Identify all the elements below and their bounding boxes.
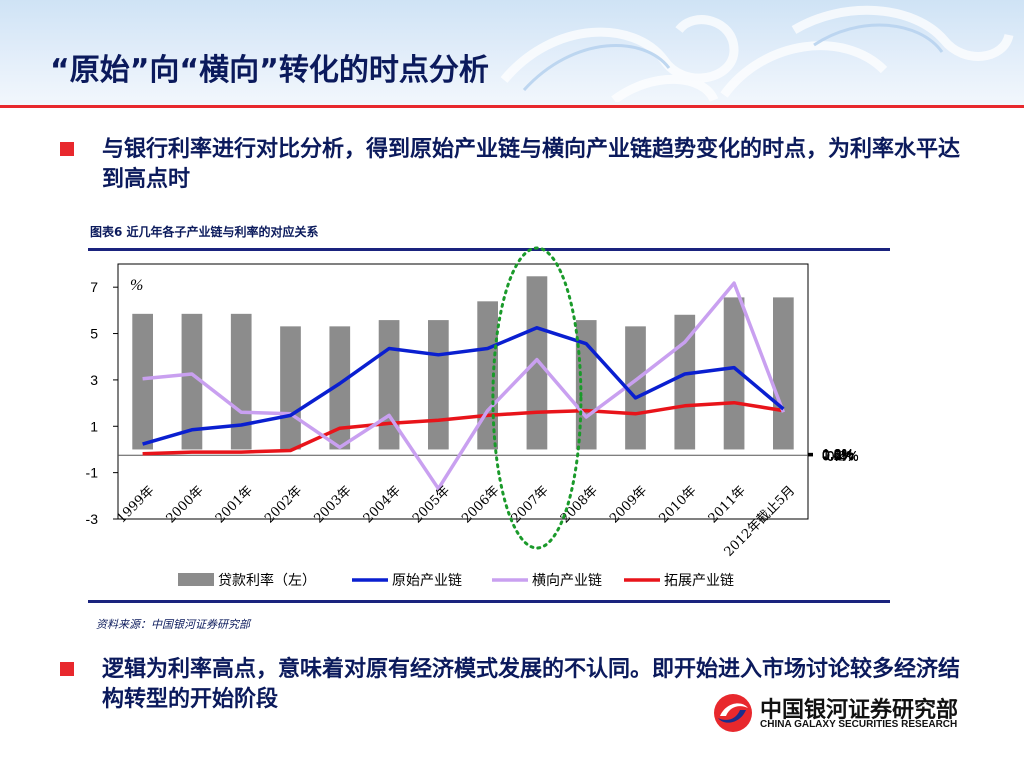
- x-axis-label: 2004年: [361, 483, 404, 526]
- right-axis-tick-label: 0.4%: [822, 447, 854, 463]
- page-title: “原始”向“横向”转化的时点分析: [50, 53, 489, 88]
- series-line-extension: [142, 400, 784, 456]
- bar-loan-rate: [526, 276, 548, 450]
- bar-loan-rate: [378, 320, 400, 450]
- bullet-text: 逻辑为利率高点，意味着对原有经济模式发展的不认同。即开始进入市场讨论较多经济结构…: [102, 657, 961, 712]
- x-axis-label: 2003年: [311, 483, 354, 526]
- right-axis-tick-label: 0.0%: [822, 447, 854, 463]
- x-axis-label: 2006年: [459, 483, 502, 526]
- bullet-marker: [60, 142, 74, 156]
- right-axis-tick-label: 1.0%: [822, 446, 854, 462]
- series-line-original: [142, 326, 785, 446]
- bar-loan-rate: [723, 297, 745, 450]
- left-axis-tick-label: 3: [90, 372, 98, 388]
- left-axis-tick-label: 5: [90, 326, 98, 342]
- plot-area-frame: [117, 263, 809, 520]
- brand-name-cn: 中国银河证券研究部: [760, 698, 959, 723]
- legend-swatch-bar: [178, 573, 214, 586]
- bar-loan-rate: [773, 297, 794, 450]
- series-line-horizontal: [142, 281, 786, 491]
- x-axis-label: 1999年: [114, 483, 157, 526]
- bar-loan-rate: [230, 313, 252, 450]
- bar-loan-rate: [329, 326, 351, 450]
- bullet-2: 逻辑为利率高点，意味着对原有经济模式发展的不认同。即开始进入市场讨论较多经济结构…: [60, 655, 960, 715]
- galaxy-logo-icon: [714, 694, 752, 732]
- left-axis-tick-label: 7: [90, 279, 98, 295]
- brand-name-en: CHINA GALAXY SECURITIES RESEARCH: [760, 719, 958, 730]
- left-axis-tick-label: 1: [90, 418, 98, 434]
- bullet-1: 与银行利率进行对比分析，得到原始产业链与横向产业链趋势变化的时点，为利率水平达到…: [60, 135, 970, 195]
- highlight-ellipse: [491, 246, 583, 550]
- legend-label: 横向产业链: [532, 573, 602, 589]
- x-axis-label: 2005年: [410, 483, 453, 526]
- right-axis-tick-label: 0.6%: [822, 446, 854, 462]
- legend-label: 贷款利率（左）: [218, 572, 316, 589]
- cloud-pattern-decoration: [500, 5, 1014, 102]
- brand-logo: 中国银河证券研究部 CHINA GALAXY SECURITIES RESEAR…: [712, 690, 1012, 740]
- legend-label: 拓展产业链: [664, 573, 734, 589]
- x-axis-label: 2001年: [213, 483, 256, 526]
- unit-label: %: [130, 277, 143, 294]
- bar-loan-rate: [428, 320, 449, 450]
- x-axis-label: 2009年: [607, 483, 650, 526]
- figure-bottom-rule: [88, 600, 890, 603]
- bar-loan-rate: [674, 314, 696, 450]
- bar-loan-rate: [575, 320, 597, 450]
- left-axis-tick-label: -3: [86, 511, 99, 527]
- right-axis-tick-label: 1.2%: [822, 445, 854, 461]
- bar-loan-rate: [280, 326, 301, 450]
- left-axis-tick-label: -1: [86, 465, 99, 481]
- figure-top-rule: [88, 248, 890, 251]
- bullet-marker: [60, 662, 74, 676]
- figure-caption: 图表6 近几年各子产业链与利率的对应关系: [90, 225, 319, 239]
- bar-loan-rate: [477, 301, 498, 450]
- bar-loan-rate: [625, 326, 646, 450]
- right-axis-tick-label: -0.4%: [822, 448, 859, 464]
- right-axis-tick-label: 0.8%: [822, 446, 854, 462]
- x-axis-label: 2010年: [656, 483, 699, 526]
- right-axis-tick-label: -0.2%: [822, 448, 859, 464]
- x-axis-label: 2007年: [509, 483, 552, 526]
- right-axis-tick-label: 0.2%: [822, 447, 854, 463]
- x-axis-label: 2011年: [706, 483, 749, 526]
- x-axis-label: 2000年: [164, 483, 207, 526]
- bullet-text: 与银行利率进行对比分析，得到原始产业链与横向产业链趋势变化的时点，为利率水平达到…: [102, 137, 961, 192]
- x-axis-label: 2002年: [262, 483, 305, 526]
- legend-label: 原始产业链: [392, 573, 462, 589]
- bar-loan-rate: [132, 313, 153, 450]
- header-banner: “原始”向“横向”转化的时点分析: [0, 0, 1024, 108]
- bar-loan-rate: [181, 313, 203, 450]
- figure-source: 资料来源：中国银河证券研究部: [96, 618, 250, 631]
- x-axis-label: 2008年: [558, 483, 601, 526]
